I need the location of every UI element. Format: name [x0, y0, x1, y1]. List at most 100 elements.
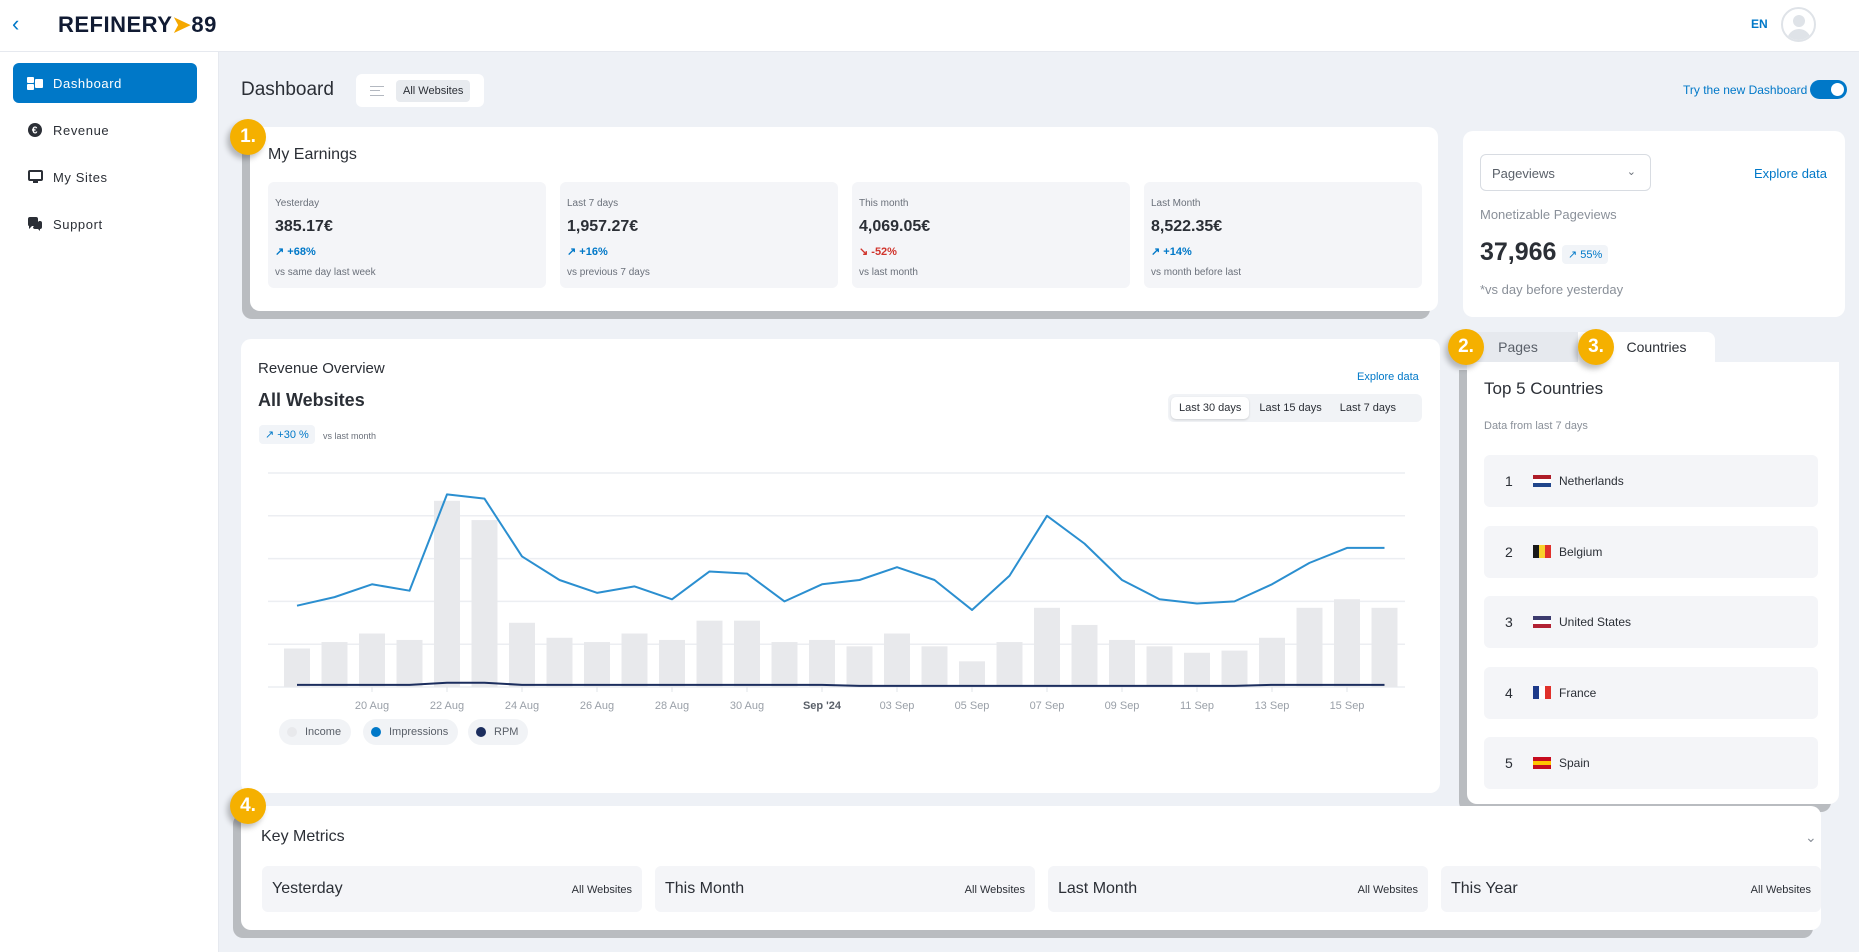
- bar-income: [471, 520, 498, 687]
- pageviews-change-value: 55%: [1580, 249, 1603, 261]
- svg-text:€: €: [32, 126, 38, 137]
- x-tick-label: 09 Sep: [1105, 700, 1140, 712]
- stat-sub: vs same day last week: [275, 267, 376, 278]
- revenue-change-sub: vs last month: [323, 431, 377, 441]
- key-metric-this-month[interactable]: This Month All Websites: [655, 866, 1035, 912]
- legend-dot-income: [287, 727, 297, 737]
- country-row[interactable]: 2 Belgium: [1484, 525, 1818, 578]
- logo-number: 89: [191, 12, 217, 37]
- bar-income: [846, 646, 873, 687]
- x-tick-label: 24 Aug: [505, 700, 539, 712]
- chevron-down-icon: ⌄: [1626, 166, 1636, 178]
- sidebar-item-revenue[interactable]: € Revenue: [13, 110, 197, 150]
- pageviews-explore-link[interactable]: Explore data: [1754, 166, 1827, 181]
- logo-arrow-icon: ➤: [172, 12, 192, 37]
- country-name: France: [1559, 685, 1597, 700]
- stat-this-month: This month 4,069.05€ ↘ -52% vs last mont…: [852, 182, 1130, 288]
- metric-select[interactable]: Pageviews ⌄: [1480, 154, 1651, 191]
- bar-income: [1259, 637, 1285, 687]
- country-name: United States: [1559, 615, 1632, 629]
- bar-income: [1071, 624, 1098, 687]
- country-row[interactable]: 1 Netherlands: [1484, 455, 1818, 507]
- country-rank: 4: [1505, 684, 1513, 701]
- trend-up-icon: ↗: [265, 429, 278, 441]
- bar-income: [734, 620, 760, 687]
- range-last-30-days[interactable]: Last 30 days: [1171, 397, 1250, 419]
- chat-icon: [27, 216, 43, 232]
- bar-income: [284, 648, 310, 687]
- website-filter[interactable]: All Websites: [356, 74, 484, 107]
- step-badge-3: 3.: [1578, 329, 1614, 365]
- trend-up-icon: ↗: [567, 246, 580, 258]
- language-selector[interactable]: EN: [1751, 17, 1768, 31]
- country-row[interactable]: 4 France: [1484, 666, 1818, 719]
- revenue-change: ↗ +30 %: [259, 425, 315, 444]
- logo: REFINERY➤89: [58, 12, 217, 38]
- metric-select-value: Pageviews: [1492, 166, 1555, 181]
- stat-value: 1,957.27€: [567, 218, 639, 235]
- monitor-icon: [27, 169, 43, 185]
- sidebar-item-support[interactable]: Support: [13, 204, 197, 244]
- sidebar-item-dashboard[interactable]: Dashboard: [13, 63, 197, 103]
- x-tick-label: 15 Sep: [1330, 700, 1365, 712]
- step-badge-4: 4.: [230, 788, 266, 824]
- sidebar-item-label: Revenue: [53, 122, 110, 138]
- bar-income: [396, 639, 423, 687]
- country-name: Spain: [1559, 756, 1590, 770]
- collapse-chevron-icon[interactable]: ⌄: [1805, 829, 1817, 845]
- legend-income[interactable]: Income: [279, 719, 352, 745]
- country-name: Belgium: [1559, 544, 1603, 559]
- tab-countries[interactable]: Countries: [1578, 332, 1715, 362]
- legend-rpm[interactable]: RPM: [468, 719, 529, 745]
- countries-card: [1467, 362, 1839, 804]
- sidebar-item-my-sites[interactable]: My Sites: [13, 157, 197, 197]
- stat-label: Last Month: [1151, 198, 1201, 209]
- key-metric-yesterday[interactable]: Yesterday All Websites: [262, 866, 642, 912]
- bar-income: [1146, 646, 1173, 687]
- pageviews-value: 37,966: [1480, 238, 1557, 266]
- pageviews-change: ↗ 55%: [1562, 245, 1609, 264]
- bar-income: [1334, 599, 1360, 687]
- revenue-explore-link[interactable]: Explore data: [1357, 371, 1419, 383]
- bar-income: [809, 639, 835, 687]
- x-tick-label: 07 Sep: [1030, 700, 1065, 712]
- sidebar: Dashboard € Revenue My Sites Support: [0, 52, 219, 952]
- trend-down-icon: ↘: [859, 246, 872, 258]
- legend-impressions[interactable]: Impressions: [363, 719, 459, 745]
- flag-icon: [1533, 545, 1551, 558]
- avatar-head-icon: [1793, 15, 1805, 27]
- x-tick-label: 20 Aug: [355, 700, 389, 712]
- stat-value: 8,522.35€: [1151, 218, 1223, 235]
- pageviews-card: [1463, 131, 1845, 317]
- key-metric-last-month[interactable]: Last Month All Websites: [1048, 866, 1428, 912]
- key-metric-scope: All Websites: [1357, 884, 1418, 896]
- bar-income: [696, 620, 723, 687]
- trend-up-icon: ↗: [1568, 249, 1581, 261]
- range-last-7-days[interactable]: Last 7 days: [1339, 402, 1397, 414]
- x-tick-label: 30 Aug: [730, 700, 764, 712]
- back-chevron-icon[interactable]: ‹: [12, 11, 20, 36]
- avatar[interactable]: [1781, 7, 1816, 42]
- bar-income: [659, 639, 685, 687]
- key-metric-this-year[interactable]: This Year All Websites: [1441, 866, 1821, 912]
- sidebar-item-label: Dashboard: [53, 75, 122, 91]
- range-last-15-days[interactable]: Last 15 days: [1259, 402, 1322, 414]
- filter-chip[interactable]: All Websites: [396, 79, 471, 102]
- legend-dot-impressions: [371, 727, 381, 737]
- trend-up-icon: ↗: [275, 246, 288, 258]
- bar-income: [1296, 607, 1323, 687]
- country-row[interactable]: 5 Spain: [1484, 737, 1818, 789]
- range-selector: Last 30 days Last 15 days Last 7 days: [1168, 394, 1422, 422]
- dashboard-icon: [27, 75, 43, 91]
- new-dashboard-toggle[interactable]: [1810, 80, 1847, 99]
- pageviews-note: *vs day before yesterday: [1480, 282, 1624, 297]
- bar-income: [1371, 607, 1398, 687]
- stat-change: +68%: [287, 246, 316, 258]
- trend-up-icon: ↗: [1151, 246, 1164, 258]
- flag-icon: [1533, 686, 1551, 699]
- new-dashboard-label: Try the new Dashboard: [1683, 83, 1808, 97]
- bar-income: [1184, 652, 1210, 687]
- country-row[interactable]: 3 United States: [1484, 596, 1818, 648]
- bar-income: [1221, 650, 1248, 687]
- step-badge-1: 1.: [230, 119, 266, 155]
